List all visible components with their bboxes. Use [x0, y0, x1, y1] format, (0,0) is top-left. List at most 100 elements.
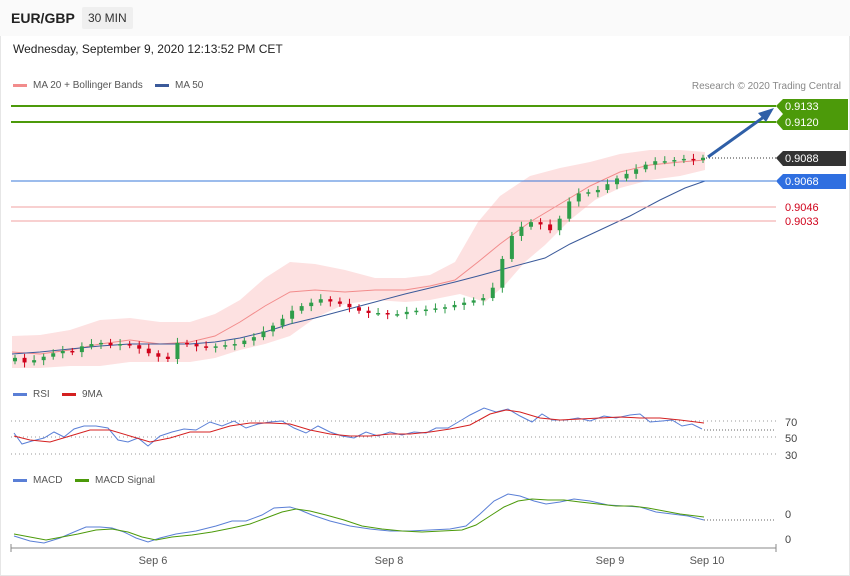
candle-body — [653, 161, 658, 165]
candle-body — [643, 164, 648, 170]
candle-body — [385, 313, 390, 315]
candle-body — [156, 353, 161, 357]
candle-body — [32, 360, 37, 363]
candle-body — [509, 235, 514, 259]
candle-body — [13, 357, 17, 362]
candle-body — [137, 345, 142, 349]
legend-swatch — [155, 83, 169, 87]
rsi-ma-line — [13, 409, 705, 443]
candle-body — [691, 158, 696, 161]
rsi-label-50: 50 — [785, 433, 797, 445]
legend-label: MA 50 — [175, 80, 204, 91]
candle-body — [165, 356, 170, 359]
candle-body — [576, 193, 581, 202]
candle-body — [185, 342, 189, 345]
timestamp: Wednesday, September 9, 2020 12:13:52 PM… — [13, 42, 283, 56]
candle-body — [89, 344, 94, 347]
candle-body — [529, 222, 533, 227]
candle-body — [624, 173, 629, 179]
candle-body — [79, 346, 84, 353]
candle-body — [242, 340, 247, 345]
candle-body — [471, 300, 476, 303]
level-label-pivot: 0.9068 — [776, 174, 846, 189]
candle-body — [118, 344, 123, 346]
chart-header: EUR/GBP 30 MIN — [0, 0, 850, 36]
x-tick-label: Sep 6 — [139, 555, 168, 567]
level-label-support-1: 0.9046 — [785, 202, 819, 214]
legend-label: RSI — [33, 389, 50, 400]
candle-body — [347, 303, 352, 308]
ma50-line — [11, 180, 706, 355]
candle-body — [557, 218, 562, 231]
credit-text: Research © 2020 Trading Central — [691, 81, 841, 92]
candle-body — [357, 307, 361, 311]
candle-body — [567, 201, 572, 219]
candle-body — [414, 310, 419, 313]
macd-label-zero-signal: 0 — [785, 534, 791, 546]
candle-body — [376, 313, 381, 315]
rsi-label-70: 70 — [785, 417, 797, 429]
candle-body — [146, 348, 151, 354]
candle-body — [70, 350, 75, 353]
legend-swatch — [75, 478, 89, 482]
candle-body — [634, 169, 639, 174]
legend-macd-signal: MACD Signal — [75, 475, 155, 486]
candle-body — [99, 342, 103, 345]
legend-rsi-ma: 9MA — [62, 389, 103, 400]
candle-body — [500, 258, 505, 288]
legend-ma20: MA 20 + Bollinger Bands — [13, 80, 143, 91]
macd-signal-line — [13, 498, 705, 541]
level-label-0.9133: 0.9133 — [776, 99, 848, 114]
macd-line — [13, 493, 705, 544]
candle-body — [433, 308, 438, 310]
candle-body — [366, 310, 371, 313]
legend-swatch — [13, 478, 27, 482]
candle-body — [309, 302, 314, 307]
candle-body — [595, 189, 600, 193]
candle-body — [672, 160, 677, 162]
candle-body — [41, 356, 46, 361]
candle-body — [127, 344, 132, 346]
candle-body — [328, 299, 333, 302]
level-label-current: 0.9088 — [776, 151, 846, 166]
candle-body — [615, 178, 619, 185]
candle-body — [548, 224, 553, 231]
candle-body — [299, 306, 304, 311]
ma20-line — [11, 159, 706, 355]
timeframe-badge[interactable]: 30 MIN — [82, 7, 133, 29]
x-tick-label: Sep 8 — [375, 555, 404, 567]
legend-label: MA 20 + Bollinger Bands — [33, 80, 143, 91]
candle-body — [681, 158, 686, 161]
legend-swatch — [13, 392, 27, 396]
level-label-support-2: 0.9033 — [785, 216, 819, 228]
level-value: 0.9120 — [785, 117, 819, 129]
candle-body — [280, 318, 285, 326]
candle-body — [462, 302, 467, 305]
candle-body — [213, 346, 218, 348]
legend-swatch — [62, 392, 76, 396]
candle-body — [519, 226, 524, 236]
macd-label-zero: 0 — [785, 509, 791, 521]
level-value: 0.9133 — [785, 101, 819, 113]
candle-body — [404, 311, 409, 315]
candle-body — [271, 325, 275, 332]
candle-body — [452, 304, 457, 308]
candle-body — [423, 309, 428, 312]
candle-body — [337, 301, 342, 304]
candle-body — [194, 344, 199, 347]
rsi-line — [13, 407, 703, 447]
legend-ma50: MA 50 — [155, 80, 203, 91]
candle-body — [662, 161, 667, 163]
candle-body — [175, 342, 180, 359]
candle-body — [538, 222, 543, 225]
x-tick-label: Sep 10 — [690, 555, 725, 567]
legend-label: MACD — [33, 475, 63, 486]
bollinger-band — [12, 150, 705, 368]
candle-body — [204, 346, 209, 348]
candle-body — [223, 345, 228, 347]
legend-swatch — [13, 83, 27, 87]
x-tick-label: Sep 9 — [596, 555, 625, 567]
candle-body — [51, 353, 56, 357]
candle-body — [290, 310, 295, 319]
